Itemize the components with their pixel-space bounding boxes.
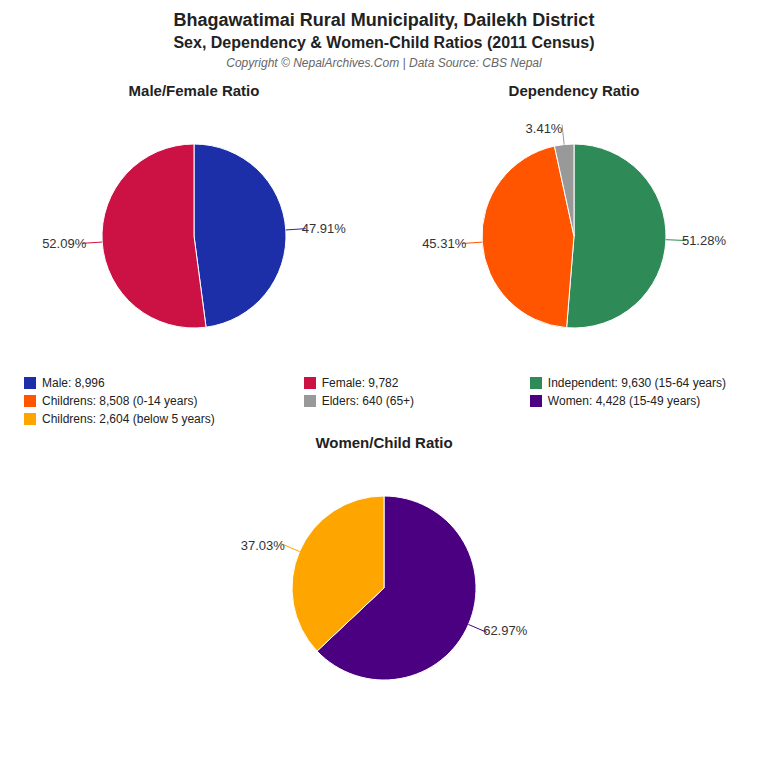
html-text:Copyright © NepalArchives.Com: Copyright © NepalArchives.Com | Data Sou… <box>226 56 542 70</box>
html-text:Male/Female Ratio: Male/Female Ratio <box>128 82 260 99</box>
html-text:Bhagawatimai Rural Municipalit: Bhagawatimai Rural Municipality, Dailekh… <box>173 10 595 30</box>
html-text:Childrens: 2,604 (below 5 year: Childrens: 2,604 (below 5 years) <box>42 412 215 426</box>
html-text:Female: 9,782: Female: 9,782 <box>321 376 399 390</box>
html-text:Dependency Ratio: Dependency Ratio <box>508 82 640 99</box>
svg-text:45.31%: 45.31% <box>422 236 467 251</box>
html-text:Elders: 640 (65+): Elders: 640 (65+) <box>321 394 415 408</box>
svg-text:51.28%: 51.28% <box>682 233 727 248</box>
svg-text:62.97%: 62.97% <box>483 623 528 638</box>
svg-text:3.41%: 3.41% <box>526 121 563 136</box>
svg-text:37.03%: 37.03% <box>241 538 286 553</box>
svg-text:47.91%: 47.91% <box>302 221 347 236</box>
svg-text:52.09%: 52.09% <box>42 236 87 251</box>
html-text:Male: 8,996: Male: 8,996 <box>42 376 105 390</box>
html-text:Sex, Dependency & Women-Child: Sex, Dependency & Women-Child Ratios (20… <box>173 34 595 51</box>
html-text:Independent: 9,630 (15-64 year: Independent: 9,630 (15-64 years) <box>547 376 726 390</box>
html-text:Women: 4,428 (15-49 years): Women: 4,428 (15-49 years) <box>547 394 701 408</box>
html-text:Childrens: 8,508 (0-14 years): Childrens: 8,508 (0-14 years) <box>42 394 198 408</box>
html-text:Women/Child Ratio: Women/Child Ratio <box>315 434 453 451</box>
